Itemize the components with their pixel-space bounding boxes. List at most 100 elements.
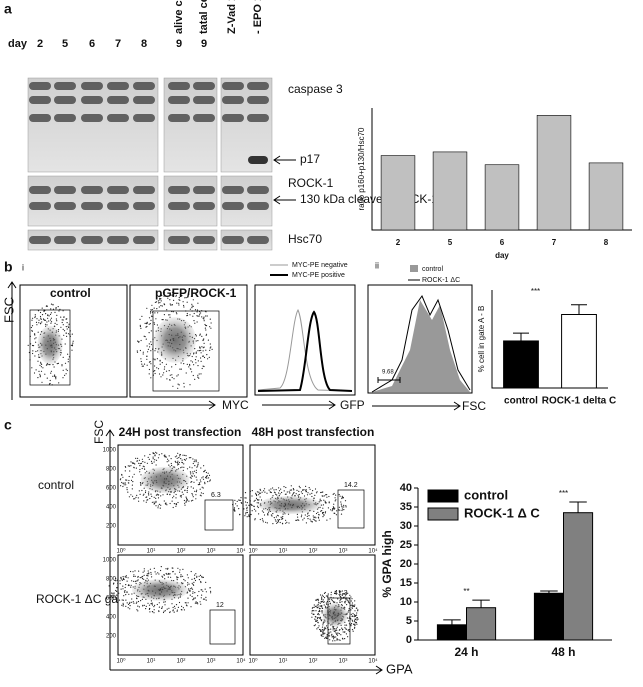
dot: [334, 640, 336, 642]
dot: [136, 494, 138, 496]
dot: [340, 634, 342, 636]
dot: [166, 309, 168, 311]
y-tick-label: 40: [400, 482, 412, 494]
dot: [336, 510, 338, 512]
dot: [325, 595, 327, 597]
dot: [288, 522, 290, 524]
dot: [329, 635, 331, 637]
dot: [118, 592, 120, 594]
dot: [320, 600, 322, 603]
dot: [276, 494, 278, 496]
dot: [54, 311, 56, 313]
dot: [176, 610, 178, 612]
dot: [357, 618, 359, 620]
dot: [119, 583, 121, 585]
dot: [338, 506, 340, 508]
dot: [192, 299, 194, 301]
dot: [157, 312, 159, 314]
dot: [196, 479, 198, 481]
dot: [356, 623, 358, 625]
dot: [123, 482, 125, 484]
dot: [188, 366, 190, 368]
dot: [246, 516, 248, 518]
dot: [320, 620, 322, 622]
dot: [194, 597, 196, 599]
dot: [130, 479, 133, 481]
dot: [245, 504, 247, 506]
dot: [208, 474, 211, 476]
dot: [135, 582, 137, 585]
dot: [312, 490, 314, 492]
dot: [345, 628, 347, 630]
dot: [149, 361, 151, 363]
dot: [129, 608, 131, 610]
dot: [169, 611, 171, 614]
dot: [350, 624, 352, 626]
dot: [163, 314, 165, 316]
dot: [346, 604, 348, 606]
dot: [41, 321, 43, 323]
dot: [305, 490, 307, 492]
dot: [192, 496, 194, 498]
dot: [71, 333, 73, 335]
dot: [166, 608, 168, 610]
dot: [210, 327, 212, 329]
blot-band: [133, 114, 155, 122]
dot: [193, 320, 195, 322]
dot: [207, 358, 209, 360]
dot: [278, 492, 280, 494]
dot: [180, 496, 182, 498]
dot: [34, 316, 36, 319]
dot: [172, 606, 174, 609]
dot: [148, 458, 150, 460]
dot: [186, 584, 189, 586]
dot: [50, 312, 53, 314]
dot: [191, 578, 193, 581]
dot: [136, 460, 138, 462]
dot: [192, 458, 194, 460]
dot: [333, 601, 335, 604]
dot: [202, 487, 204, 489]
dot: [180, 467, 182, 469]
blot-band: [193, 202, 215, 210]
dot: [41, 381, 43, 383]
dot: [40, 361, 42, 363]
dot: [156, 367, 158, 369]
dot: [303, 495, 306, 497]
dot: [152, 458, 154, 460]
dot: [144, 322, 146, 324]
dot: [128, 496, 130, 498]
dot: [146, 355, 148, 357]
dot: [342, 593, 344, 595]
dot: [49, 313, 52, 315]
dot: [324, 511, 327, 513]
dot: [31, 352, 34, 355]
dot: [140, 474, 142, 476]
density: [154, 317, 196, 363]
dot: [203, 318, 205, 320]
dot: [183, 386, 185, 388]
dot: [334, 500, 336, 502]
dot: [194, 322, 196, 324]
dot: [348, 620, 350, 622]
dot: [34, 315, 36, 317]
dot: [40, 317, 42, 319]
dot: [306, 494, 309, 496]
blot-band: [247, 96, 269, 104]
dot: [148, 323, 150, 325]
dot: [154, 455, 156, 457]
blot-band: [81, 202, 103, 210]
dot: [332, 635, 334, 637]
dot: [203, 465, 205, 467]
dot: [341, 506, 343, 508]
bar: [536, 115, 572, 231]
dot: [351, 607, 353, 609]
flow-y-tick: 800: [106, 577, 117, 583]
dot: [324, 512, 326, 514]
dot: [146, 345, 148, 347]
dot: [321, 610, 323, 612]
dot: [326, 496, 328, 498]
lane-label: 8: [141, 38, 147, 50]
dot: [128, 479, 130, 482]
blot-band: [29, 186, 51, 194]
